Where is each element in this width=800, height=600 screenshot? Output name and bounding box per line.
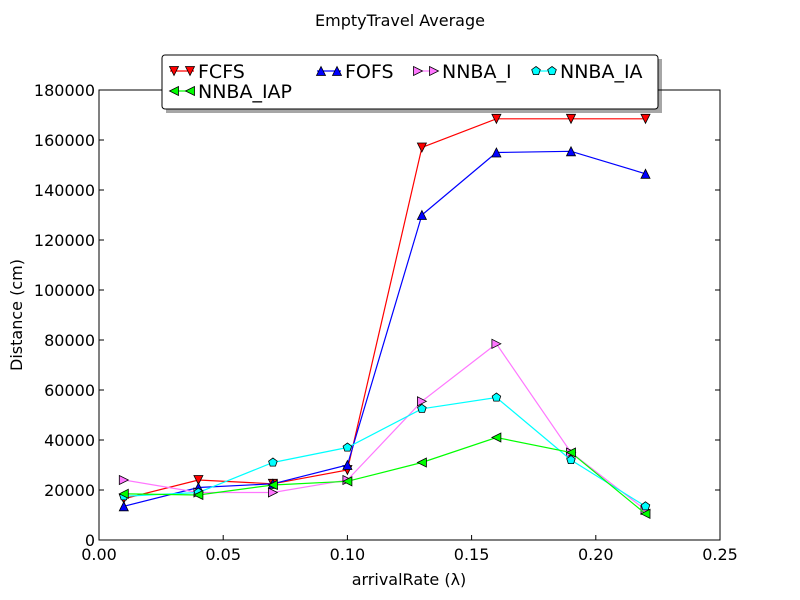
data-point [342, 442, 353, 452]
data-point [118, 474, 130, 486]
data-point [491, 113, 502, 125]
x-tick-label: 0.15 [454, 545, 490, 564]
x-tick-label: 0.25 [702, 545, 738, 564]
legend-label: NNBA_IAP [198, 81, 292, 103]
data-point [118, 488, 129, 499]
data-point [565, 113, 577, 125]
data-point [118, 500, 129, 512]
series-line [123, 118, 646, 500]
data-point [640, 168, 651, 179]
legend-marker [413, 65, 424, 77]
legend-marker [184, 85, 195, 97]
legend-marker [547, 66, 557, 75]
data-point [193, 475, 204, 486]
tick-layer: 0.00 0.05 0.10 0.15 0.20 0.25 0 20000 40000 60000… [34, 81, 738, 564]
series-line [123, 342, 646, 511]
data-point [565, 145, 577, 157]
y-tick-label: 180000 [34, 81, 95, 100]
legend-marker [429, 65, 440, 77]
legend-label: NNBA_IA [560, 61, 643, 83]
legend-item: FCFS [168, 61, 245, 83]
y-axis-label: Distance (cm) [7, 259, 26, 371]
x-tick-label: 0.00 [81, 545, 117, 564]
y-tick-label: 160000 [34, 131, 95, 150]
data-point [267, 487, 279, 498]
series-layer [118, 113, 651, 519]
y-tick-label: 40000 [44, 431, 95, 450]
data-point [491, 338, 502, 349]
x-tick-label: 0.10 [330, 545, 366, 564]
data-point [417, 403, 427, 413]
data-point [491, 392, 502, 402]
data-point [565, 447, 576, 458]
legend-item: NNBA_I [413, 61, 512, 83]
data-point [640, 508, 651, 519]
y-tick-label: 20000 [44, 481, 95, 500]
legend-label: FCFS [198, 61, 245, 83]
y-tick-label: 0 [85, 531, 95, 550]
y-tick-label: 60000 [44, 381, 95, 400]
data-point [416, 457, 427, 468]
legend-label: NNBA_I [442, 61, 512, 83]
data-point [342, 459, 353, 470]
legend: FCFS FOFS NNBA_I NNBA_IA NNBA_IAP [161, 54, 662, 113]
x-tick-label: 0.20 [578, 545, 614, 564]
legend-marker [331, 65, 343, 76]
data-point [640, 501, 651, 511]
legend-marker [184, 66, 196, 77]
series-nnba_iap [118, 432, 651, 519]
legend-marker [168, 85, 179, 97]
data-point [491, 432, 502, 443]
x-axis-label: arrivalRate (λ) [352, 570, 467, 589]
chart-title: EmptyTravel Average [315, 11, 485, 30]
series-line [123, 436, 646, 515]
legend-marker [168, 66, 180, 77]
data-point [416, 142, 428, 153]
y-tick-label: 80000 [44, 331, 95, 350]
data-point [342, 476, 353, 487]
y-tick-label: 140000 [34, 181, 95, 200]
data-point [267, 479, 278, 491]
legend-marker [531, 66, 541, 75]
data-point [640, 113, 651, 125]
data-point [491, 147, 502, 158]
legend-item: NNBA_IA [531, 61, 643, 83]
data-point [268, 457, 278, 467]
data-point [566, 455, 576, 465]
legend-marker [315, 65, 327, 76]
x-tick-label: 0.05 [205, 545, 241, 564]
data-point [416, 209, 428, 220]
plot-area [99, 90, 720, 540]
legend-item: FOFS [315, 61, 394, 83]
data-point [416, 396, 428, 407]
legend-label: FOFS [345, 61, 394, 83]
y-tick-label: 100000 [34, 281, 95, 300]
y-tick-label: 120000 [34, 231, 95, 250]
legend-item: NNBA_IAP [168, 81, 292, 103]
data-point [193, 489, 204, 501]
